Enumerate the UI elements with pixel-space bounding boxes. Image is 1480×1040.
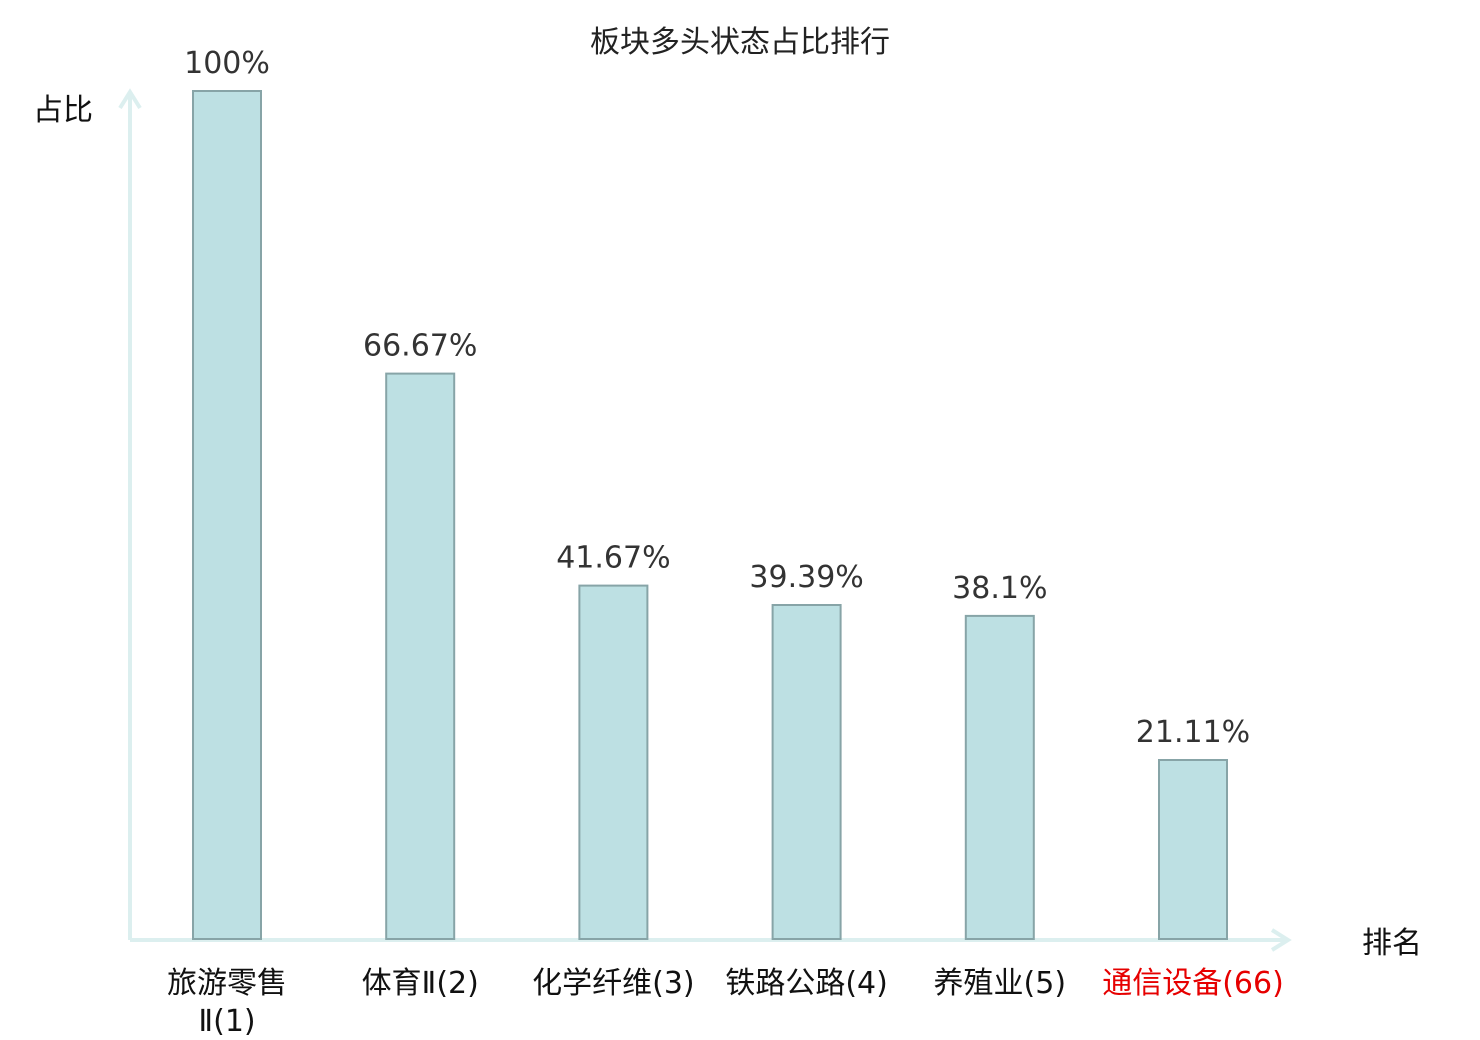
category-label-1-line-1: 旅游零售	[167, 966, 287, 1001]
category-label-3-line-1: 化学纤维(3)	[532, 966, 695, 1001]
bar-2	[385, 372, 456, 941]
bar-3	[578, 584, 649, 940]
bar-5	[964, 614, 1035, 941]
value-label-6: 21.11%	[1136, 715, 1250, 750]
bar-1	[192, 90, 262, 940]
value-label-5: 38.1%	[952, 571, 1047, 606]
category-label-2-line-1: 体育Ⅱ(2)	[362, 966, 479, 1001]
value-label-1: 100%	[184, 46, 270, 81]
category-label-6-line-1: 通信设备(66)	[1102, 966, 1284, 1001]
value-labels-group: 100% 66.67% 41.67% 39.39% 38.1% 21.11%	[184, 46, 1250, 750]
category-label-5: 养殖业(5)	[934, 966, 1067, 1001]
category-label-6: 通信设备(66)	[1102, 966, 1284, 1001]
bar-4	[771, 604, 842, 940]
category-label-5-line-1: 养殖业(5)	[934, 966, 1067, 1001]
category-label-3: 化学纤维(3)	[532, 966, 695, 1001]
x-axis-arrowhead	[1270, 928, 1292, 952]
value-label-2: 66.67%	[363, 329, 477, 364]
category-label-2: 体育Ⅱ(2)	[362, 966, 479, 1001]
value-label-3: 41.67%	[556, 541, 670, 576]
x-axis-label: 排名	[1362, 926, 1422, 961]
category-labels-group: 旅游零售 Ⅱ(1) 体育Ⅱ(2) 化学纤维(3) 铁路公路(4) 养殖业(5) 通信设备(6…	[167, 966, 1284, 1039]
bars-group	[192, 90, 1228, 941]
y-axis-arrowhead	[118, 88, 142, 110]
category-label-1: 旅游零售 Ⅱ(1)	[167, 966, 287, 1039]
chart-title: 板块多头状态占比排行	[590, 25, 890, 60]
category-label-4-line-1: 铁路公路(4)	[725, 966, 888, 1001]
axes	[118, 88, 1292, 952]
category-label-4: 铁路公路(4)	[725, 966, 888, 1001]
bar-6	[1158, 759, 1228, 940]
value-label-4: 39.39%	[749, 560, 863, 595]
y-axis-label: 占比	[33, 93, 93, 128]
category-label-1-line-2: Ⅱ(1)	[198, 1004, 255, 1039]
